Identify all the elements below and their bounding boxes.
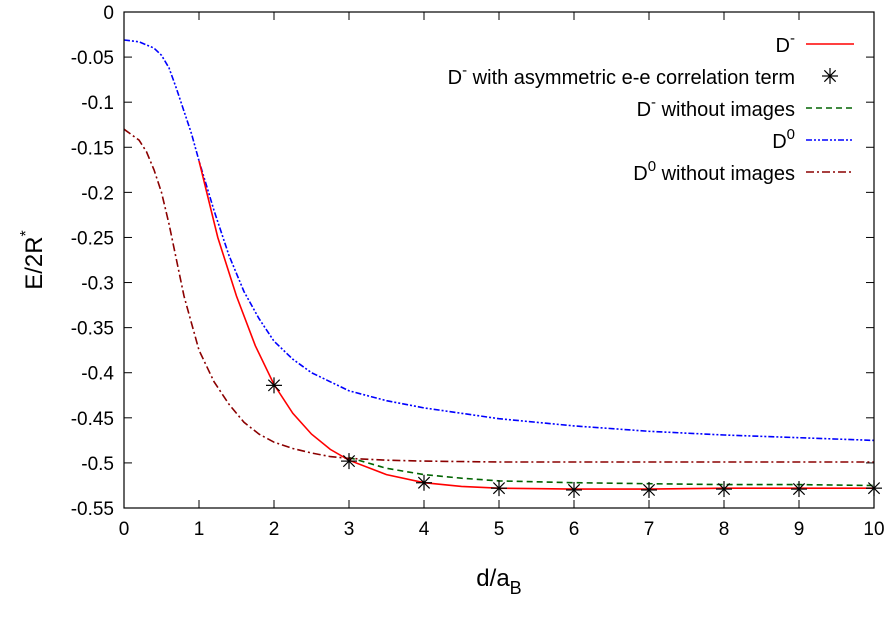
series-dminus-line (198, 160, 874, 490)
legend-label: D0 without images (633, 158, 795, 185)
legend-sample-dminus_asym (822, 68, 838, 84)
legend-entry-d0: D0 (772, 126, 854, 153)
x-tick-label: 8 (719, 519, 730, 540)
x-tick-label: 5 (494, 519, 505, 540)
y-tick-label: -0.3 (81, 274, 114, 295)
series-dminus_noimg-line (348, 456, 875, 487)
series-dminus_asym-point (341, 453, 357, 470)
legend-entry-dminus_noimg: D- without images (637, 94, 854, 121)
series-dminus_asym-point (491, 480, 507, 497)
y-tick-label: 0 (103, 3, 114, 24)
y-tick-label: -0.1 (81, 93, 114, 114)
x-tick-label: 1 (194, 519, 205, 540)
series-dminus_asym-point (791, 481, 807, 498)
legend-entry-d0_noimg: D0 without images (633, 158, 854, 185)
x-tick-label: 3 (344, 519, 355, 540)
legend-label: D0 (772, 126, 795, 153)
x-axis-label: d/aB (476, 565, 521, 598)
y-tick-label: -0.5 (81, 454, 114, 475)
y-tick-label: -0.15 (71, 138, 114, 159)
y-axis-label-main: E/2R (21, 236, 48, 289)
legend-entry-dminus_asym: D- with asymmetric e-e correlation term (448, 62, 838, 89)
series-dminus_asym-point (266, 377, 282, 394)
y-axis-label: E/2R* (18, 230, 48, 290)
legend-label: D- with asymmetric e-e correlation term (448, 62, 795, 89)
y-tick-label: -0.45 (71, 409, 114, 430)
series-dminus_asym-point (416, 474, 432, 491)
series-d0-line (123, 39, 875, 442)
plot-series (123, 39, 882, 498)
axis-ticks: 0 1 2 3 4 5 6 7 8 9 10 0 -0.05 -0.1 -0.15 -0.2 -0.25 -0.3… (71, 3, 885, 540)
x-axis-label-main: d/a (476, 565, 510, 592)
x-axis-label-sub: B (510, 578, 522, 598)
x-tick-label: 2 (269, 519, 280, 540)
x-tick-label: 9 (794, 519, 805, 540)
x-tick-label: 4 (419, 519, 430, 540)
series-d0_noimg-line (123, 128, 874, 463)
legend: D- D- with asymmetric e-e correlation ter… (448, 30, 854, 185)
x-tick-label: 10 (863, 519, 884, 540)
legend-label: D- (776, 30, 795, 57)
y-tick-label: -0.35 (71, 319, 114, 340)
series-dminus_asym-point (566, 481, 582, 498)
y-tick-label: -0.55 (71, 499, 114, 520)
y-tick-label: -0.4 (81, 364, 114, 385)
series-dminus_asym-point (641, 481, 657, 498)
y-tick-label: -0.25 (71, 228, 114, 249)
plot-frame (123, 11, 875, 509)
legend-label: D- without images (637, 94, 795, 121)
x-tick-label: 7 (644, 519, 655, 540)
x-tick-label: 0 (119, 519, 130, 540)
x-tick-label: 6 (569, 519, 580, 540)
y-tick-label: -0.05 (71, 48, 114, 69)
y-axis-label-sup: * (18, 230, 35, 236)
series-dminus_asym-point (716, 481, 732, 498)
y-tick-label: -0.2 (81, 183, 114, 204)
legend-entry-dminus: D- (776, 30, 854, 57)
